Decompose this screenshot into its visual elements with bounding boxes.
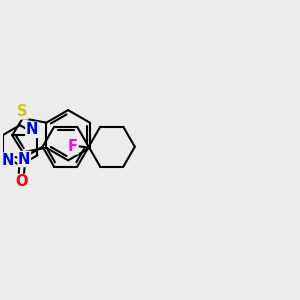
Text: N: N <box>2 153 14 168</box>
Text: N: N <box>26 122 38 137</box>
Text: O: O <box>15 174 27 189</box>
Text: N: N <box>18 152 30 166</box>
Text: F: F <box>68 139 78 154</box>
Text: S: S <box>17 104 28 119</box>
